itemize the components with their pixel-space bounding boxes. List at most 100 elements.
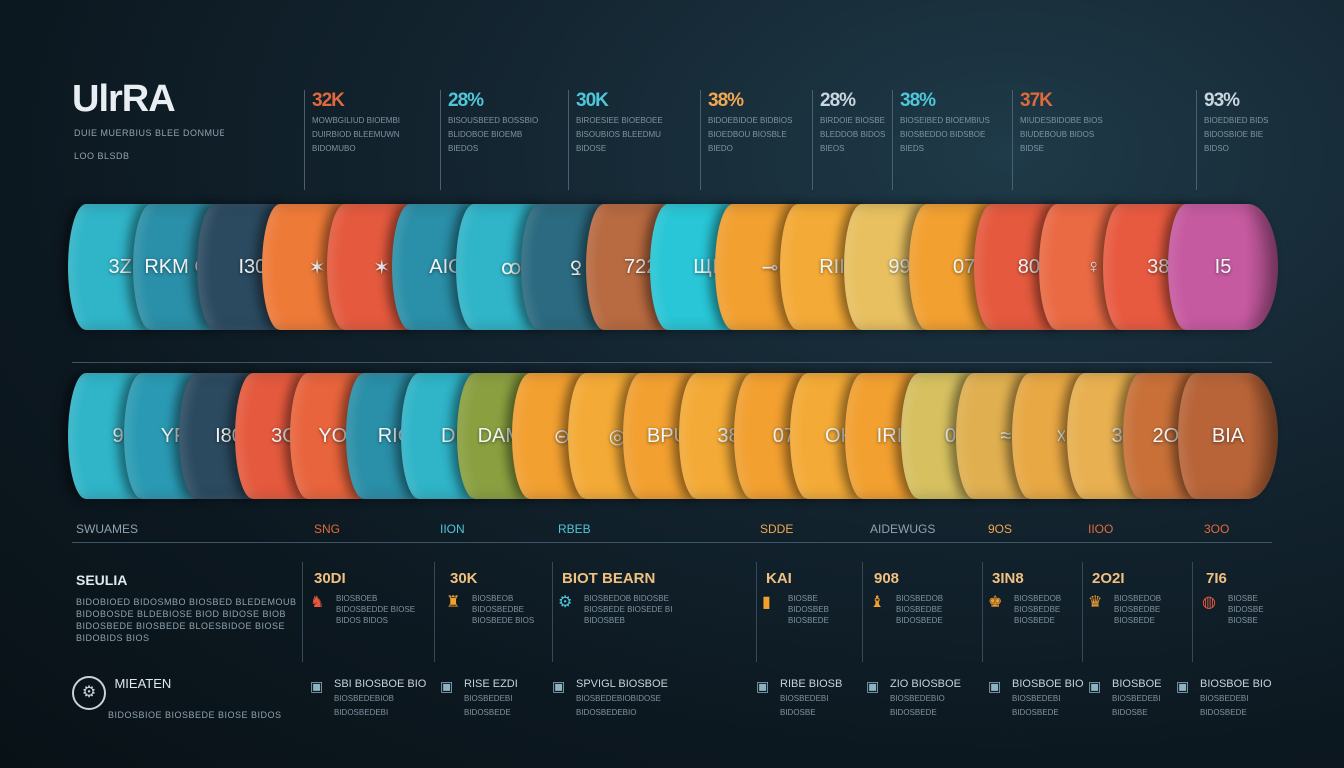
footer-item-line: BIDOSBEDEBI	[334, 708, 389, 717]
stat-card-line: BIDOSBEDE	[896, 616, 943, 625]
stat-card-line: BIOSBEDOB	[1014, 594, 1062, 603]
axis-label: 3OO	[1204, 522, 1230, 536]
stat-card-line: BIOSBE	[788, 594, 818, 603]
top-stat-value: 38%	[708, 90, 744, 111]
stat-card-icon: ♛	[1088, 594, 1103, 611]
top-stat-line: BIEOS	[820, 144, 845, 153]
axis-label: SNG	[314, 522, 341, 536]
top-stat-line: BISOUBIOS BLEEDMU	[576, 130, 661, 139]
footer-item: ▣ BIOSBOE BIO BIOSBEDEBI BIDOSBEDE	[1176, 678, 1326, 718]
top-stat-value: 37K	[1020, 90, 1053, 111]
cylinder-label: 99	[888, 255, 911, 278]
top-stat: 28% BIRDOIE BIOSBE BLEDDOB BIDOS BIEOS	[812, 90, 930, 190]
stat-card-value: 7I6	[1206, 570, 1227, 587]
stat-card-lines: BIOSBEOB BIDOSBEDBE BIOSBEDE BIOS	[472, 593, 580, 626]
stat-card-line: BIOSBEDE	[788, 616, 829, 625]
top-stat-line: BIROESIEE BIOEBOEE	[576, 116, 663, 125]
footer-item-line: BIDOSBEDE	[890, 708, 937, 717]
top-stat: 37K MIUDESBIDOBE BIOS BIUDEBOUB BIDOS BIDSE	[1012, 90, 1130, 190]
stat-card-line: BIOSBOEB	[336, 594, 378, 603]
top-stat: 38% BIDOEBIDOE BIDBIOS BIOEDBOU BIOSBLE BIE…	[700, 90, 818, 190]
footer-item-title: BIOSBOE BIO	[1200, 678, 1272, 690]
top-stat-line: BIOSEIBED BIOEMBIUS	[900, 116, 990, 125]
cylinder-label: DI	[441, 424, 461, 447]
footer-item-line: BIDOSBEDE	[1200, 708, 1247, 717]
top-stat-value: 28%	[448, 90, 484, 111]
cylinder-label: AIO	[429, 255, 464, 278]
stat-card-value: 30DI	[314, 570, 346, 587]
top-stat-value: 28%	[820, 90, 856, 111]
axis-label: AIDEWUGS	[870, 522, 936, 536]
footer-item-icon: ▣	[440, 678, 454, 694]
top-stat-line: BIDOMUBO	[312, 144, 356, 153]
footer-item-title: SPVIGL BIOSBOE	[576, 678, 668, 690]
footer-item: ▣ SBI BIOSBOE BIO BIOSBEDEBIOB BIDOSBEDEBI	[310, 678, 435, 718]
cylinder-label: ⊝	[553, 425, 571, 448]
left-card-line: BIDOSBEDE BIOSBEDE BLOESBIDOE BIOSE	[76, 621, 286, 631]
cylinder-segment: I5	[1168, 204, 1278, 330]
footer-item-icon: ▣	[988, 678, 1002, 694]
top-stat-line: BIOEDBOU BIOSBLE	[708, 130, 787, 139]
top-stat-divider	[1012, 90, 1013, 190]
top-stat: 28% BISOUSBEED BOSSBIO BLIDOBOE BIOEMB BIED…	[440, 90, 558, 190]
cylinder-label: 38	[1147, 255, 1170, 278]
stat-card-line: BIOSBEDOB BIDOSBE	[584, 594, 669, 603]
top-stat-line: BIDOSE	[576, 144, 607, 153]
stat-card-icon: ▮	[762, 594, 771, 611]
stat-card-line: BIOSBEDE	[1114, 616, 1155, 625]
stat-card-lines: BIOSBEDOB BIOSBEDBE BIOSBEDE	[1014, 593, 1122, 626]
divider-line-2	[72, 542, 1272, 543]
page-subtitle-2: LOO BLSDB	[74, 151, 130, 161]
left-card-lines: BIDOBIOED BIDOSMBO BIOSBED BLEDEMOUB BIDO…	[76, 596, 296, 644]
top-stat: 93% BIOEDBIED BIDS BIDOSBIOE BIE BIDSO	[1196, 90, 1314, 190]
top-stat-value: 38%	[900, 90, 936, 111]
page-subtitle: DUIE MUERBIUS BLEE DONMUER	[74, 128, 224, 138]
left-card-line: BIDOBIDS BIOS	[76, 633, 150, 643]
stat-card-lines: BIOSBEDOB BIOSBEDBE BIOSBEDE	[1114, 593, 1222, 626]
footer-item-icon: ▣	[310, 678, 324, 694]
cylinder-label: ≈	[1000, 424, 1012, 447]
stat-card: 7I6 ◍ BIOSBE BIDOSBE BIOSBE	[1202, 570, 1336, 626]
cylinder-label: ЩI	[693, 255, 718, 278]
footer-item-icon: ▣	[1176, 678, 1190, 694]
footer-item-title: BIOSBOE	[1112, 678, 1162, 690]
footer-item-icon: ▣	[552, 678, 566, 694]
footer-lead: ⚙ MIEATEN BIDOSBIOE BIOSBEDE BIOSE BIDOS	[72, 676, 292, 720]
stat-card-line: BIOSBEDBE	[1014, 605, 1061, 614]
stat-card-lines: BIOSBEDOB BIOSBEDBE BIDOSBEDE	[896, 593, 1004, 626]
footer-item-line: BIOSBEDEBI	[780, 694, 829, 703]
left-card-line: BIDOBOSDE BLDEBIOSE BIOD BIDOSE BIOB	[76, 609, 287, 619]
stat-card-line: BIOSBEDOB	[1114, 594, 1162, 603]
cylinder-label: ✶	[308, 256, 326, 279]
stat-card-lines: BIOSBEDOB BIDOSBE BIOSBEDE BIOSEDE BI BIDO…	[584, 593, 692, 626]
stat-card-line: BIDOSBEDBE	[472, 605, 525, 614]
stat-card-value: BIOT BEARN	[562, 570, 656, 587]
cylinder-row-1: 3ZI RKM OOI I30 ✶ ✶ AIO ꝏ Ꝿ 722 ЩI ⊸ RIII 99 07 80 ♀ 38 I…	[68, 204, 1278, 330]
top-stat-line: BIEDO	[708, 144, 733, 153]
stat-card: KAI ▮ BIOSBE BIDOSBEB BIOSBEDE	[762, 570, 896, 626]
stat-card-line: BIDOSBE	[1228, 605, 1264, 614]
stat-card-line: BIOSBEOB	[472, 594, 514, 603]
top-stat-line: BLEDDOB BIDOS	[820, 130, 886, 139]
top-stat-line: DUIRBIOD BLEEMUWN	[312, 130, 400, 139]
top-stat: 30K BIROESIEE BIOEBOEE BISOUBIOS BLEEDMU BI…	[568, 90, 686, 190]
top-stat-line: BIOEDBIED BIDS	[1204, 116, 1269, 125]
stat-card-value: 3IN8	[992, 570, 1024, 587]
stat-card-value: KAI	[766, 570, 792, 587]
top-stat-line: BIEDS	[900, 144, 925, 153]
stat-card: BIOT BEARN ⚙ BIOSBEDOB BIDOSBE BIOSBEDE BIO…	[558, 570, 692, 626]
gear-icon: ⚙	[72, 676, 106, 710]
footer-item-line: BIOSBEDEBIOBIDOSE	[576, 694, 661, 703]
footer-item-icon: ▣	[866, 678, 880, 694]
stat-card-line: BIDOSBEB	[584, 616, 625, 625]
stat-card-line: BIDOSBEB	[788, 605, 829, 614]
cylinder-label: ⊸	[761, 256, 779, 279]
cylinder-label: 722	[623, 255, 658, 278]
stat-card: 30DI ♞ BIOSBOEB BIDOSBEDDE BIOSE BIDOS BIDOS	[310, 570, 444, 626]
footer-item-icon: ▣	[1088, 678, 1102, 694]
stat-card-line: BIOSBEDE	[1014, 616, 1055, 625]
left-card-title: SEULIA	[76, 572, 128, 588]
top-stat-line: BIEDOS	[448, 144, 479, 153]
cylinder-label: 9	[112, 424, 124, 447]
cylinder-label: 07	[953, 255, 976, 278]
